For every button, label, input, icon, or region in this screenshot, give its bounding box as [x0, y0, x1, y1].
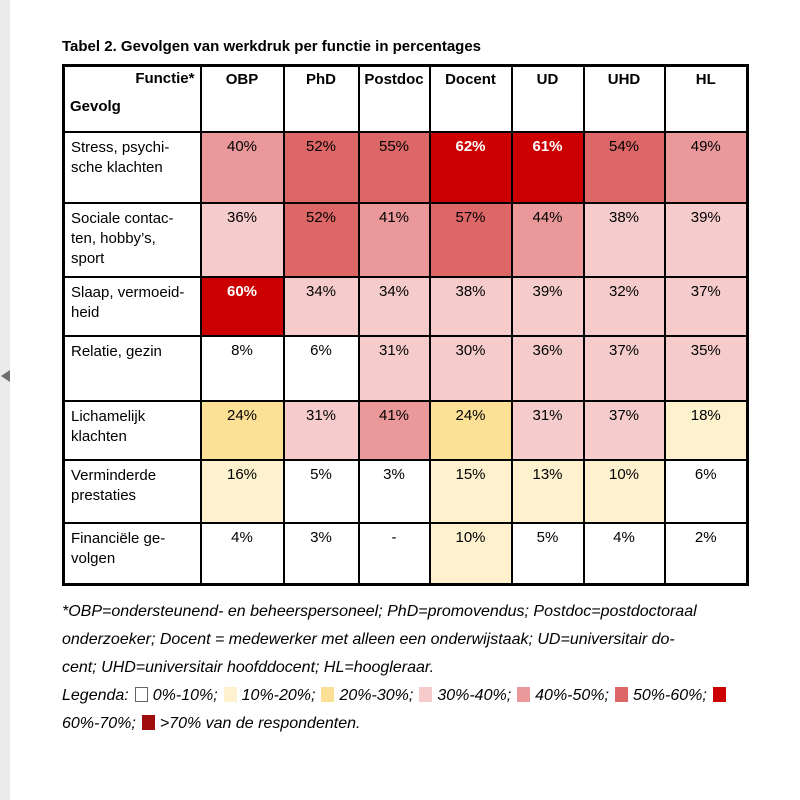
legend-swatch-30-40	[419, 687, 433, 702]
column-header-hl: HL	[663, 64, 749, 133]
legend-item-label: 0%-10%;	[152, 687, 218, 704]
table-cell: 8%	[199, 334, 285, 402]
legend-label: Legenda:	[62, 687, 129, 704]
table-cell: 55%	[357, 130, 431, 204]
table-cell: 5%	[510, 521, 585, 586]
legend-item-label: >70% van de respondenten.	[159, 715, 361, 732]
table-cell: 61%	[510, 130, 585, 204]
table-row: Relatie, gezin 8% 6% 31% 30% 36% 37% 35%	[62, 334, 749, 402]
table-cell: 34%	[357, 275, 431, 337]
corner-label-functie: Functie*	[135, 70, 195, 87]
table-cell: 35%	[663, 334, 749, 402]
legend-swatch-60-70	[712, 687, 726, 702]
table-row: Financiële ge- volgen 4% 3% - 10% 5% 4% …	[62, 521, 749, 586]
legend-item-label: 40%-50%;	[535, 687, 609, 704]
legend-swatch-40-50	[517, 687, 531, 702]
table-cell: 31%	[357, 334, 431, 402]
table-cell: 62%	[428, 130, 513, 204]
table-cell: 32%	[582, 275, 666, 337]
table-cell: 10%	[582, 458, 666, 524]
table-cell: 34%	[282, 275, 360, 337]
table-cell: 44%	[510, 201, 585, 278]
table-row: Slaap, vermoeid- heid 60% 34% 34% 38% 39…	[62, 275, 749, 337]
corner-label-gevolg: Gevolg	[70, 98, 121, 115]
column-header-ud: UD	[510, 64, 585, 133]
table-cell: 38%	[428, 275, 513, 337]
row-label: Stress, psychi- sche klachten	[62, 130, 202, 204]
table-cell: 6%	[282, 334, 360, 402]
table-title: Tabel 2. Gevolgen van werkdruk per funct…	[62, 38, 482, 55]
table-cell: 39%	[510, 275, 585, 337]
row-label: Slaap, vermoeid- heid	[62, 275, 202, 337]
row-label: Financiële ge- volgen	[62, 521, 202, 586]
table-cell: 37%	[663, 275, 749, 337]
legend-swatch-10-20	[223, 687, 237, 702]
table-cell: 60%	[199, 275, 285, 337]
legend-swatch-0-10	[134, 687, 148, 702]
table-row: Sociale contac- ten, hobby’s, sport 36% …	[62, 201, 749, 278]
collapse-panel-arrow-icon[interactable]	[1, 370, 10, 382]
table-cell: 41%	[357, 201, 431, 278]
table-cell: 2%	[663, 521, 749, 586]
table-cell: 31%	[510, 399, 585, 461]
table-cell: 24%	[428, 399, 513, 461]
table-cell: 4%	[582, 521, 666, 586]
table-cell: 37%	[582, 334, 666, 402]
table-row: Stress, psychi- sche klachten 40% 52% 55…	[62, 130, 749, 204]
table-cell: 24%	[199, 399, 285, 461]
table-cell: 39%	[663, 201, 749, 278]
table-cell: 5%	[282, 458, 360, 524]
table-cell: 15%	[428, 458, 513, 524]
column-header-obp: OBP	[199, 64, 285, 133]
table-cell: 37%	[582, 399, 666, 461]
row-label: Relatie, gezin	[62, 334, 202, 402]
table-row: Lichamelijk klachten 24% 31% 41% 24% 31%…	[62, 399, 749, 461]
table-cell: 38%	[582, 201, 666, 278]
row-label: Verminderde prestaties	[62, 458, 202, 524]
results-table: Functie* Gevolg OBP PhD Postdoc Docent U…	[62, 64, 749, 586]
table-cell: 3%	[357, 458, 431, 524]
table-cell: 3%	[282, 521, 360, 586]
column-header-postdoc: Postdoc	[357, 64, 431, 133]
column-header-phd: PhD	[282, 64, 360, 133]
table-cell: 36%	[199, 201, 285, 278]
table-cell: 41%	[357, 399, 431, 461]
legend-item-label: 20%-30%;	[339, 687, 414, 704]
legend-item-label: 30%-40%;	[437, 687, 512, 704]
table-cell: 54%	[582, 130, 666, 204]
table-cell: 6%	[663, 458, 749, 524]
legend-item-label: 60%-70%;	[62, 715, 136, 732]
document-page: Tabel 2. Gevolgen van werkdruk per funct…	[62, 38, 754, 738]
table-cell: 40%	[199, 130, 285, 204]
footnote: *OBP=ondersteunend- en beheerspersoneel;…	[62, 603, 697, 676]
table-cell: 18%	[663, 399, 749, 461]
table-cell: -	[357, 521, 431, 586]
legend-item-label: 50%-60%;	[632, 687, 707, 704]
legend-swatch-70plus	[141, 715, 155, 730]
legend-item-label: 10%-20%;	[241, 687, 316, 704]
legend-swatch-20-30	[321, 687, 335, 702]
table-cell: 16%	[199, 458, 285, 524]
legend-swatch-50-60	[614, 687, 628, 702]
table-cell: 4%	[199, 521, 285, 586]
table-cell: 57%	[428, 201, 513, 278]
table-cell: 30%	[428, 334, 513, 402]
corner-cell: Functie* Gevolg	[62, 64, 202, 133]
table-row: Verminderde prestaties 16% 5% 3% 15% 13%…	[62, 458, 749, 524]
column-header-uhd: UHD	[582, 64, 666, 133]
row-label: Sociale contac- ten, hobby’s, sport	[62, 201, 202, 278]
legend: Legenda: 0%-10%; 10%-20%; 20%-30%; 30%-40%; 4…	[62, 682, 754, 738]
table-cell: 52%	[282, 201, 360, 278]
table-cell: 31%	[282, 399, 360, 461]
table-cell: 10%	[428, 521, 513, 586]
table-cell: 49%	[663, 130, 749, 204]
column-header-docent: Docent	[428, 64, 513, 133]
table-cell: 52%	[282, 130, 360, 204]
table-cell: 36%	[510, 334, 585, 402]
table-cell: 13%	[510, 458, 585, 524]
row-label: Lichamelijk klachten	[62, 399, 202, 461]
viewer-side-panel	[0, 0, 10, 800]
header-row: Functie* Gevolg OBP PhD Postdoc Docent U…	[62, 64, 749, 133]
